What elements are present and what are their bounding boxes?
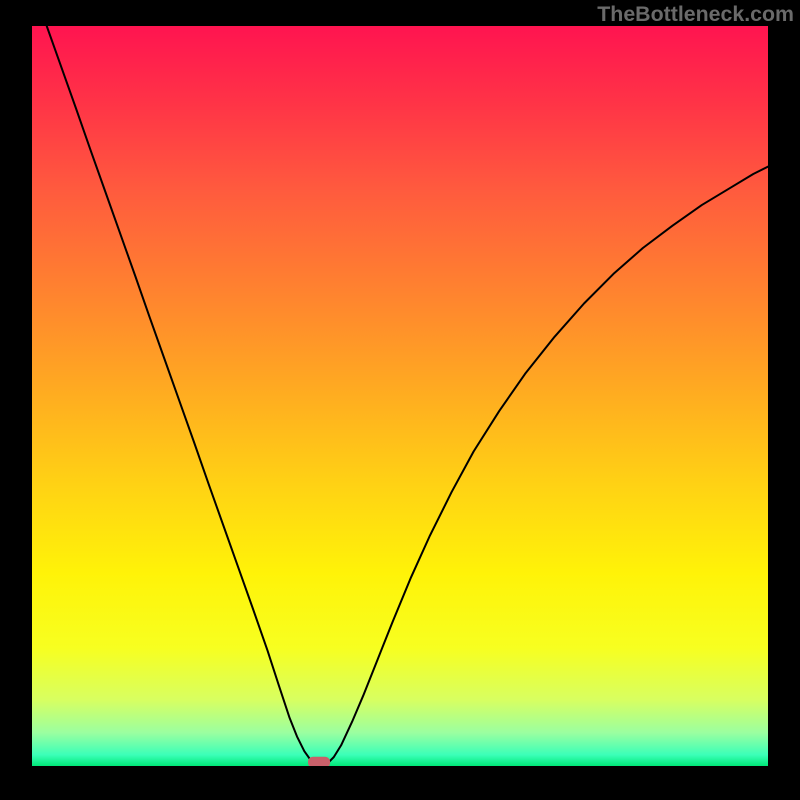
optimum-marker: [32, 26, 768, 766]
plot-area: [32, 26, 768, 766]
watermark-text: TheBottleneck.com: [597, 2, 794, 27]
figure-canvas: TheBottleneck.com: [0, 0, 800, 800]
